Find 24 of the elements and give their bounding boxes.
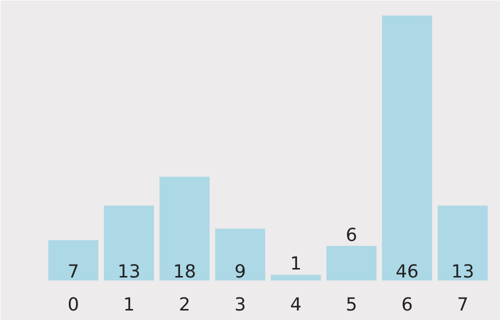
bar xyxy=(48,240,98,280)
data-label: 46 xyxy=(396,262,419,282)
data-label: 7 xyxy=(68,262,80,282)
x-tick-label: 5 xyxy=(346,294,358,316)
bar xyxy=(104,206,154,280)
bar xyxy=(215,228,266,280)
bar xyxy=(382,16,432,280)
x-tick-label: 0 xyxy=(68,294,80,316)
bar xyxy=(270,274,321,280)
bar xyxy=(326,246,376,280)
bar xyxy=(160,176,210,280)
data-label: 18 xyxy=(173,262,196,282)
data-label: 13 xyxy=(117,262,140,282)
x-tick-label: 2 xyxy=(178,294,190,316)
data-label: 9 xyxy=(234,262,246,282)
data-label: 13 xyxy=(451,262,474,282)
x-tick-label: 1 xyxy=(123,294,135,316)
x-tick-label: 7 xyxy=(456,294,468,316)
x-tick-label: 3 xyxy=(234,294,246,316)
x-tick-label: 6 xyxy=(401,294,413,316)
bar xyxy=(438,206,488,280)
x-tick-label: 4 xyxy=(290,294,302,316)
data-label: 6 xyxy=(346,224,358,246)
data-label: 1 xyxy=(290,254,302,275)
